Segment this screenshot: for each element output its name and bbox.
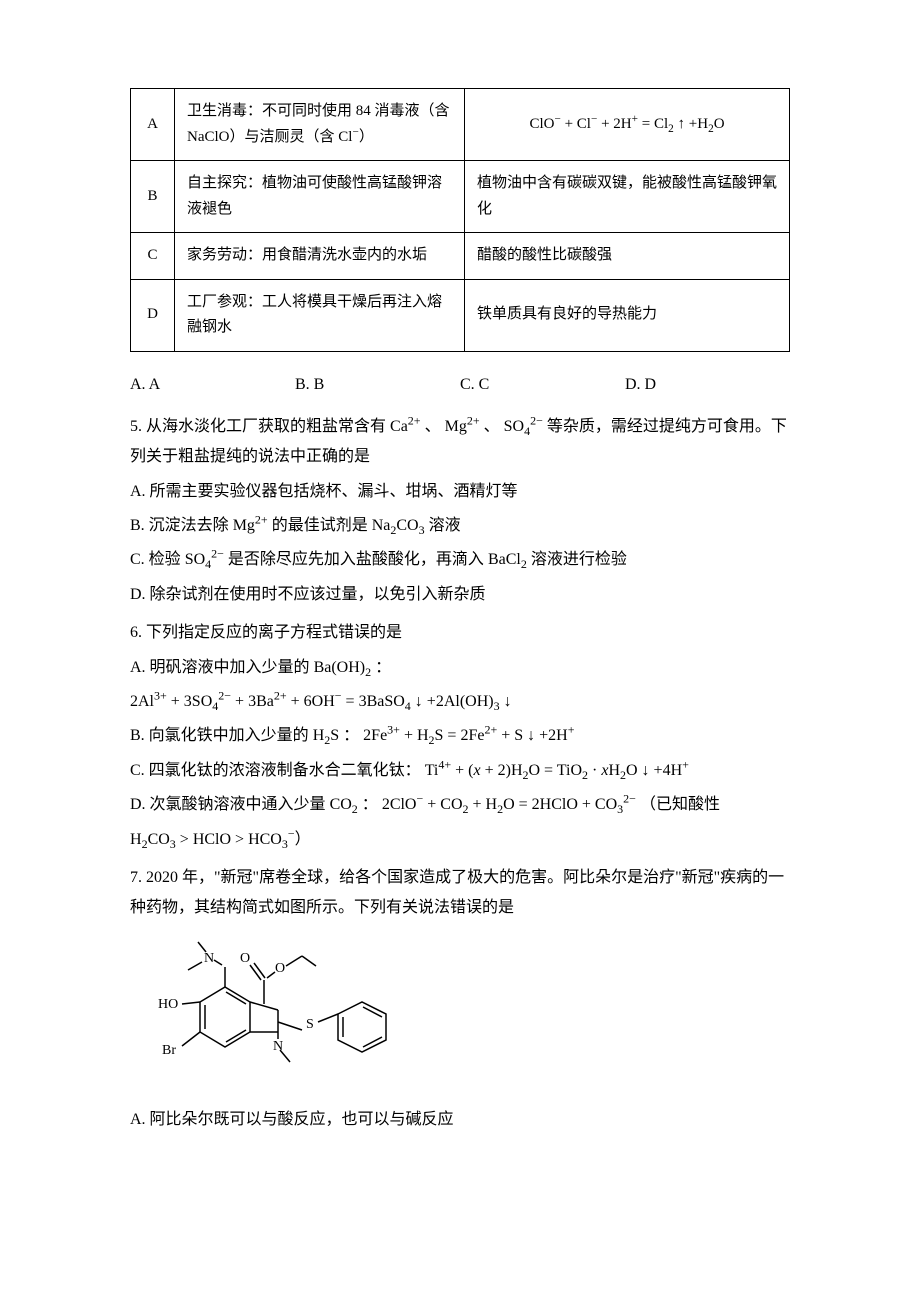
q6-known-acidity: H2CO3 > HClO > HCO3−）: [130, 825, 790, 855]
row-desc: 卫生消毒：不可同时使用 84 消毒液（含 NaClO）与洁厕灵（含 Cl−）: [175, 89, 465, 161]
row-letter: A: [131, 89, 175, 161]
svg-text:O: O: [275, 961, 285, 976]
molecule-structure: N N HO Br O O S: [130, 932, 790, 1097]
svg-text:O: O: [240, 951, 250, 966]
q5-option-a: A. 所需主要实验仪器包括烧杯、漏斗、坩埚、酒精灯等: [130, 477, 790, 507]
molecule-svg: N N HO Br O O S: [130, 932, 430, 1097]
chem-so4: SO42−: [504, 418, 543, 435]
row-letter: B: [131, 161, 175, 233]
row-explain: 植物油中含有碳碳双键，能被酸性高锰酸钾氧化: [465, 161, 790, 233]
table-row: A 卫生消毒：不可同时使用 84 消毒液（含 NaClO）与洁厕灵（含 Cl−）…: [131, 89, 790, 161]
q4-options: A. A B. B C. C D. D: [130, 370, 790, 400]
row-desc: 自主探究：植物油可使酸性高锰酸钾溶液褪色: [175, 161, 465, 233]
row-letter: D: [131, 279, 175, 351]
q5-stem: 5. 从海水淡化工厂获取的粗盐常含有 Ca2+ 、 Mg2+ 、 SO42− 等…: [130, 412, 790, 473]
q5-option-c: C. 检验 SO42− 是否除尽应先加入盐酸酸化，再滴入 BaCl2 溶液进行检…: [130, 545, 790, 575]
row-explain: ClO− + Cl− + 2H+ = Cl2 ↑ +H2O: [465, 89, 790, 161]
q6-option-b: B. 向氯化铁中加入少量的 H2S ： 2Fe3+ + H2S = 2Fe2+ …: [130, 721, 790, 751]
question-table: A 卫生消毒：不可同时使用 84 消毒液（含 NaClO）与洁厕灵（含 Cl−）…: [130, 88, 790, 352]
chem-ca: Ca2+: [390, 418, 421, 435]
chem-mg: Mg2+: [445, 418, 480, 435]
row-letter: C: [131, 233, 175, 280]
option-b: B. B: [295, 370, 460, 400]
table-row: C 家务劳动：用食醋清洗水壶内的水垢 醋酸的酸性比碳酸强: [131, 233, 790, 280]
row-desc: 工厂参观：工人将模具干燥后再注入熔融钢水: [175, 279, 465, 351]
q5-option-b: B. 沉淀法去除 Mg2+ 的最佳试剂是 Na2CO3 溶液: [130, 511, 790, 541]
q5-stem-prefix: 5. 从海水淡化工厂获取的粗盐常含有: [130, 418, 386, 435]
table-row: B 自主探究：植物油可使酸性高锰酸钾溶液褪色 植物油中含有碳碳双键，能被酸性高锰…: [131, 161, 790, 233]
row-explain: 醋酸的酸性比碳酸强: [465, 233, 790, 280]
row-desc: 家务劳动：用食醋清洗水壶内的水垢: [175, 233, 465, 280]
table-row: D 工厂参观：工人将模具干燥后再注入熔融钢水 铁单质具有良好的导热能力: [131, 279, 790, 351]
q6-option-a: A. 明矾溶液中加入少量的 Ba(OH)2 ：: [130, 653, 790, 683]
row-explain: 铁单质具有良好的导热能力: [465, 279, 790, 351]
q6-option-d: D. 次氯酸钠溶液中通入少量 CO2 ： 2ClO− + CO2 + H2O =…: [130, 790, 790, 820]
option-c: C. C: [460, 370, 625, 400]
q7-option-a: A. 阿比朵尔既可以与酸反应，也可以与碱反应: [130, 1105, 790, 1135]
svg-text:HO: HO: [158, 997, 178, 1012]
option-a: A. A: [130, 370, 295, 400]
svg-text:S: S: [306, 1017, 314, 1032]
q7-stem: 7. 2020 年，"新冠"席卷全球，给各个国家造成了极大的危害。阿比朵尔是治疗…: [130, 863, 790, 924]
svg-text:Br: Br: [162, 1043, 176, 1058]
q6-option-c: C. 四氯化钛的浓溶液制备水合二氧化钛： Ti4+ + (x + 2)H2O =…: [130, 756, 790, 786]
svg-text:N: N: [204, 951, 214, 966]
q6-stem: 6. 下列指定反应的离子方程式错误的是: [130, 618, 790, 648]
q5-option-d: D. 除杂试剂在使用时不应该过量，以免引入新杂质: [130, 580, 790, 610]
q6-eq-a: 2Al3+ + 3SO42− + 3Ba2+ + 6OH− = 3BaSO4 ↓…: [130, 687, 790, 717]
option-d: D. D: [625, 370, 790, 400]
